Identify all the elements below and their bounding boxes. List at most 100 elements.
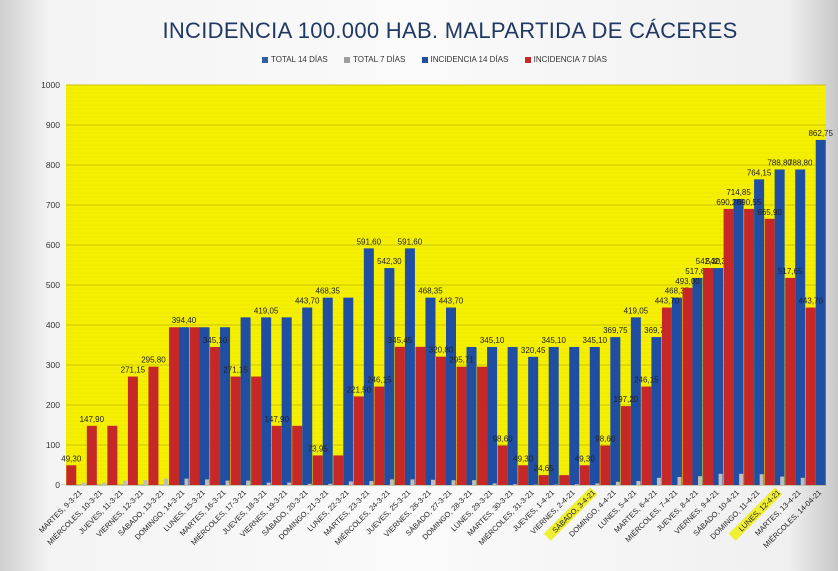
legend-swatch	[524, 56, 531, 63]
bar-incidencia-14	[240, 317, 251, 485]
data-label-incidencia-14: 320,45	[521, 346, 546, 355]
bar-incidencia-14	[548, 346, 559, 485]
data-label-incidencia-14: 468,35	[665, 287, 690, 296]
bar-incidencia-14	[795, 169, 806, 486]
data-label-incidencia-14: 714,85	[726, 188, 751, 197]
data-label-incidencia-14: 468,35	[418, 287, 443, 296]
bar-incidencia-14	[261, 317, 272, 485]
bar-incidencia-7	[518, 465, 529, 485]
bar-incidencia-14	[651, 337, 662, 485]
data-label-incidencia-14: 443,70	[295, 297, 320, 306]
legend-swatch	[421, 56, 428, 63]
bar-total-7	[225, 480, 230, 485]
data-label-incidencia-14: 345,10	[583, 336, 608, 345]
data-label-incidencia-7: 345,45	[388, 336, 413, 345]
bar-incidencia-7	[579, 465, 590, 485]
bar-incidencia-14	[487, 346, 498, 485]
bar-total-7	[718, 473, 723, 485]
y-tick-label: 100	[46, 440, 60, 450]
bar-incidencia-14	[713, 268, 724, 485]
data-label-incidencia-7: 246,15	[634, 376, 659, 385]
data-label-incidencia-14: 862,75	[808, 129, 833, 138]
bar-incidencia-7	[312, 455, 323, 485]
bar-incidencia-14	[610, 337, 621, 485]
bar-total-7	[739, 473, 744, 485]
bar-total-7	[163, 478, 168, 485]
bar-incidencia-7	[559, 475, 570, 485]
data-label-incidencia-14: 788,80	[767, 158, 792, 167]
legend-swatch	[262, 56, 268, 63]
bar-incidencia-14	[692, 277, 703, 485]
bar-incidencia-14	[528, 356, 539, 485]
data-label-incidencia-7: 517,65	[778, 267, 803, 276]
bar-incidencia-14	[630, 317, 641, 485]
chart-title: INCIDENCIA 100.000 HAB. MALPARTIDA DE CÁ…	[162, 18, 738, 43]
y-tick-label: 800	[46, 160, 60, 170]
bar-incidencia-14	[815, 139, 826, 485]
data-label-incidencia-14: 369,75	[644, 326, 669, 335]
data-label-incidencia-14: 419,05	[254, 306, 279, 315]
data-label-incidencia-14: 764,15	[747, 168, 772, 177]
y-tick-label: 1000	[41, 80, 60, 90]
bar-incidencia-14	[384, 268, 395, 485]
bar-total-7	[759, 474, 764, 485]
bar-total-7	[656, 477, 661, 485]
legend-item-incidencia-7: INCIDENCIA 7 DÍAS	[524, 55, 607, 64]
data-label-incidencia-7: 271,15	[121, 366, 146, 375]
legend-label: INCIDENCIA 14 DÍAS	[430, 55, 509, 64]
legend-swatch	[344, 56, 350, 63]
bar-total-7	[513, 484, 518, 485]
legend-item-incidencia-14: INCIDENCIA 14 DÍAS	[421, 55, 509, 64]
chart-legend: TOTAL 14 DÍAS TOTAL 7 DÍAS INCIDENCIA 14…	[262, 55, 621, 64]
legend-label: INCIDENCIA 7 DÍAS	[533, 55, 607, 64]
legend-item-total-14: TOTAL 14 DÍAS	[262, 55, 328, 64]
data-label-incidencia-14: 542,30	[377, 257, 402, 266]
bar-incidencia-7	[292, 425, 303, 485]
bar-total-7	[677, 477, 682, 485]
data-label-incidencia-7: 542,30	[696, 257, 721, 266]
y-tick-label: 0	[55, 480, 60, 490]
data-label-incidencia-14: 542,30	[706, 257, 731, 266]
bar-incidencia-14	[199, 327, 210, 485]
data-label-incidencia-14: 591,60	[357, 237, 382, 246]
bar-incidencia-14	[569, 346, 580, 485]
bar-incidencia-7	[374, 386, 385, 485]
bar-total-7	[205, 479, 210, 485]
bar-total-7	[574, 484, 579, 485]
data-label-incidencia-7: 49,30	[513, 454, 534, 463]
bar-total-7	[246, 480, 251, 485]
bar-total-7	[431, 479, 435, 485]
bar-incidencia-7	[620, 406, 631, 485]
data-label-incidencia-7: 98,60	[493, 435, 514, 444]
bar-total-7	[102, 482, 107, 485]
data-label-incidencia-14: 788,80	[788, 158, 813, 167]
data-label-incidencia-7: 271,15	[223, 366, 248, 375]
bar-incidencia-7	[148, 366, 159, 485]
data-label-incidencia-7: 443,70	[798, 297, 823, 306]
data-label-incidencia-7: 73,95	[308, 444, 329, 453]
bar-incidencia-14	[281, 317, 292, 485]
bar-incidencia-7	[456, 366, 467, 485]
bar-incidencia-14	[178, 327, 189, 485]
bar-incidencia-7	[251, 376, 262, 485]
bar-incidencia-14	[754, 179, 765, 485]
data-label-incidencia-7: 24,65	[534, 464, 555, 473]
bar-total-7	[472, 480, 477, 485]
data-label-incidencia-7: 246,15	[367, 376, 392, 385]
bar-total-7	[698, 476, 703, 485]
bar-incidencia-7	[703, 268, 714, 485]
data-label-incidencia-7: 443,70	[655, 297, 680, 306]
y-tick-label: 500	[46, 280, 60, 290]
bar-total-7	[389, 479, 394, 485]
data-label-incidencia-7: 493,00	[675, 277, 700, 286]
bar-incidencia-14	[322, 297, 333, 485]
data-label-incidencia-7: 221,50	[347, 385, 372, 394]
data-label-incidencia-7: 49,30	[61, 454, 82, 463]
bar-total-7	[81, 482, 86, 485]
bar-incidencia-14	[733, 199, 744, 485]
bar-incidencia-7	[353, 396, 364, 485]
bar-incidencia-7	[661, 307, 672, 485]
data-label-incidencia-7: 197,20	[614, 395, 639, 404]
data-label-incidencia-14: 419,05	[624, 306, 649, 315]
bar-incidencia-7	[682, 287, 693, 485]
